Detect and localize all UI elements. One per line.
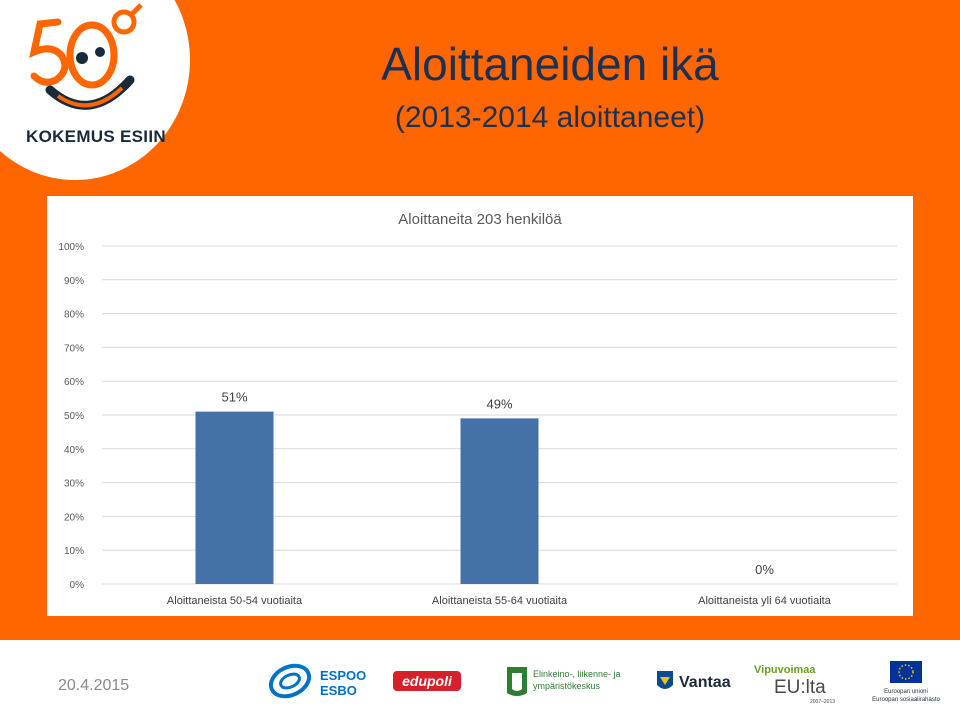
vipuvoimaa-logo-icon: Vipuvoimaa EU:lta 2007–2013: [754, 664, 835, 705]
slide-subtitle: (2013-2014 aloittaneet): [394, 101, 706, 134]
eu-text-1: Euroopan unioni: [884, 689, 928, 695]
chart-title: Aloittaneita 203 henkilöä: [398, 211, 562, 228]
ely-text-1: Elinkeino-, liikenne- ja: [533, 669, 621, 679]
bar: [460, 418, 539, 584]
vipuvoimaa-text: Vipuvoimaa: [754, 664, 816, 676]
eulta-text: EU:lta: [774, 677, 826, 698]
50-smiley-logo-icon: [29, 3, 143, 110]
y-tick-label: 30%: [64, 479, 84, 490]
y-tick-label: 80%: [64, 310, 84, 321]
logo-text: KOKEMUS ESIIN: [26, 127, 166, 146]
data-label: 49%: [486, 396, 512, 411]
ely-text-2: ympäristökeskus: [533, 681, 601, 691]
y-tick-label: 90%: [64, 276, 84, 287]
y-tick-label: 70%: [64, 343, 84, 354]
y-tick-label: 20%: [64, 512, 84, 523]
edupoli-logo-icon: edupoli: [393, 671, 461, 691]
footer-logos: ESPOO ESBO edupoli Elinkeino-, liikenne-…: [250, 655, 950, 705]
eu-flag-logo-icon: Euroopan unioni Euroopan sosiaalirahasto: [872, 661, 941, 703]
y-tick-label: 100%: [58, 242, 84, 253]
chart-panel: Aloittaneita 203 henkilöä 0% 10% 20% 30% 40% 5…: [47, 196, 913, 616]
espoo-text: ESPOO: [320, 668, 366, 683]
slide-title: Aloittaneiden ikä: [381, 38, 719, 90]
y-tick-label: 50%: [64, 411, 84, 422]
ely-keskus-logo-icon: Elinkeino-, liikenne- ja ympäristökeskus: [507, 667, 621, 696]
edupoli-text: edupoli: [402, 673, 453, 689]
bar-chart: Aloittaneita 203 henkilöä 0% 10% 20% 30% 40% 5…: [58, 211, 897, 607]
x-category-label: Aloittaneista yli 64 vuotiaita: [698, 595, 832, 607]
y-tick-label: 0%: [70, 580, 85, 591]
bar: [195, 411, 274, 584]
x-category-label: Aloittaneista 55-64 vuotiaita: [432, 595, 568, 607]
data-label: 0%: [755, 562, 774, 577]
y-tick-label: 10%: [64, 546, 84, 557]
data-label: 51%: [221, 390, 247, 405]
esbo-text: ESBO: [320, 683, 357, 698]
y-tick-label: 60%: [64, 377, 84, 388]
footer-date: 20.4.2015: [58, 677, 130, 694]
vipuvoimaa-years: 2007–2013: [810, 699, 835, 705]
x-category-label: Aloittaneista 50-54 vuotiaita: [167, 595, 303, 607]
eu-text-2: Euroopan sosiaalirahasto: [872, 697, 940, 703]
y-tick-label: 40%: [64, 445, 84, 456]
vantaa-logo-icon: Vantaa: [657, 671, 731, 691]
espoo-logo-icon: ESPOO ESBO: [268, 663, 366, 699]
vantaa-text: Vantaa: [679, 674, 731, 691]
